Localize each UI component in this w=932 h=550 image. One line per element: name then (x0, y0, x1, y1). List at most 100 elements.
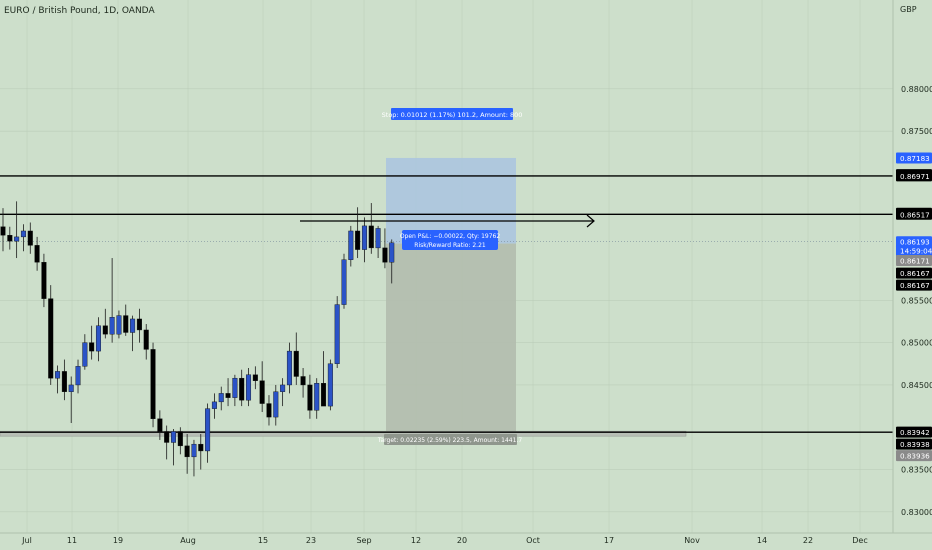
price-tag-label: 0.83938 (900, 440, 930, 449)
price-tag (896, 236, 932, 248)
candle-down (27, 230, 33, 246)
price-tags: 0.871830.869860.869710.865290.865170.861… (896, 152, 932, 462)
x-tick-label: 11 (67, 536, 77, 545)
stop-zone[interactable] (386, 157, 516, 244)
price-tag (896, 267, 932, 279)
candle-up (191, 443, 197, 458)
candle-up (130, 318, 136, 333)
grid-layer (0, 0, 893, 533)
stop-label-box (391, 108, 513, 120)
price-tag (896, 170, 932, 182)
price-tag (896, 208, 932, 220)
candle-up (246, 374, 252, 401)
target-label-box (384, 434, 517, 445)
candle-down (266, 403, 272, 418)
x-tick-label: 14 (757, 536, 767, 545)
candle-down (239, 377, 245, 401)
target-zone[interactable] (386, 243, 516, 433)
candle-up (205, 408, 211, 452)
candle-up (273, 391, 279, 418)
price-tag (896, 438, 932, 450)
x-tick-label: 22 (803, 536, 813, 545)
candle-down (321, 383, 327, 407)
candle-down (252, 374, 258, 381)
candle-up (95, 325, 101, 352)
candle-up (116, 315, 122, 335)
candle-up (327, 363, 333, 407)
price-tag (896, 279, 932, 291)
position-zones (0, 157, 687, 437)
candle-up (75, 366, 81, 386)
candle-down (198, 443, 204, 452)
target-label: Target: 0.02235 (2.59%) 223.5, Amount: 1… (377, 437, 523, 444)
pnl-label-line2: Risk/Reward Ratio: 2.21 (414, 242, 486, 249)
time-axis[interactable]: Jul 11 19 Aug 15 23 Sep 12 20 Oct 17 Nov 14 22 Dec (21, 536, 868, 545)
price-tag-label: 0.86167 (900, 281, 930, 290)
candle-down (89, 342, 95, 352)
candle-down (7, 234, 13, 242)
candle-up (361, 225, 367, 250)
candle-up (55, 371, 61, 379)
horizontal-levels[interactable] (0, 175, 893, 433)
candle-down (293, 350, 299, 377)
price-tag-label: 0.86193 (900, 238, 930, 247)
x-tick-label: 12 (411, 536, 421, 545)
price-tag-label: 0.83936 (900, 452, 930, 461)
candle-up (232, 377, 238, 398)
candle-up (280, 384, 286, 392)
x-tick-label: Nov (684, 536, 700, 545)
support-band[interactable] (0, 430, 687, 437)
candle-up (314, 383, 320, 411)
candle-down (34, 245, 40, 263)
price-tag (896, 254, 932, 266)
candle-down (136, 318, 142, 331)
y-tick-label: 0.84500 (901, 381, 932, 390)
candle-down (259, 380, 265, 404)
entry-arrow-head (586, 214, 595, 228)
price-tag (896, 245, 932, 257)
candle-down (150, 349, 156, 419)
x-tick-label: 23 (306, 536, 316, 545)
price-tag-label: 0.86971 (900, 172, 930, 181)
candle-up (341, 259, 347, 305)
y-tick-label: 0.83000 (901, 508, 932, 517)
price-tag-label: 0.86517 (900, 210, 930, 219)
candle-up (82, 342, 88, 367)
candle-down (41, 262, 47, 299)
candle-up (334, 304, 340, 364)
candle-up (286, 350, 292, 386)
price-axis[interactable]: 0.88000 0.87500 0.85500 0.85000 0.84500 0.835… (901, 85, 932, 517)
x-tick-label: Aug (180, 536, 196, 545)
candle-down (300, 376, 306, 386)
price-tag-label: 0.87183 (900, 154, 930, 163)
candle-down (355, 230, 361, 250)
x-tick-label: 15 (258, 536, 268, 545)
candle-down (368, 225, 374, 249)
x-tick-label: Sep (356, 536, 371, 545)
candle-up (109, 317, 115, 335)
candle-down (164, 431, 170, 443)
price-tag-label: 14:59:04 (900, 247, 932, 256)
candle-up (14, 236, 20, 242)
x-tick-label: 19 (113, 536, 123, 545)
currency-label: GBP (900, 5, 917, 14)
candle-down (61, 371, 67, 392)
price-tag-label: 0.86167 (900, 269, 930, 278)
x-tick-label: Dec (852, 536, 867, 545)
x-tick-label: Jul (21, 536, 32, 545)
candle-up (218, 393, 224, 403)
price-tag-label: 0.83942 (900, 428, 930, 437)
y-tick-label: 0.85500 (901, 296, 932, 305)
y-tick-label: 0.85000 (901, 339, 932, 348)
candle-down (177, 431, 183, 447)
candle-down (123, 315, 129, 333)
x-tick-label: 20 (457, 536, 467, 545)
price-tag (896, 152, 932, 164)
y-tick-label: 0.83500 (901, 466, 932, 475)
price-tag (896, 426, 932, 438)
candle-down (382, 247, 388, 263)
candle-down (157, 418, 163, 432)
x-tick-label: 17 (604, 536, 614, 545)
